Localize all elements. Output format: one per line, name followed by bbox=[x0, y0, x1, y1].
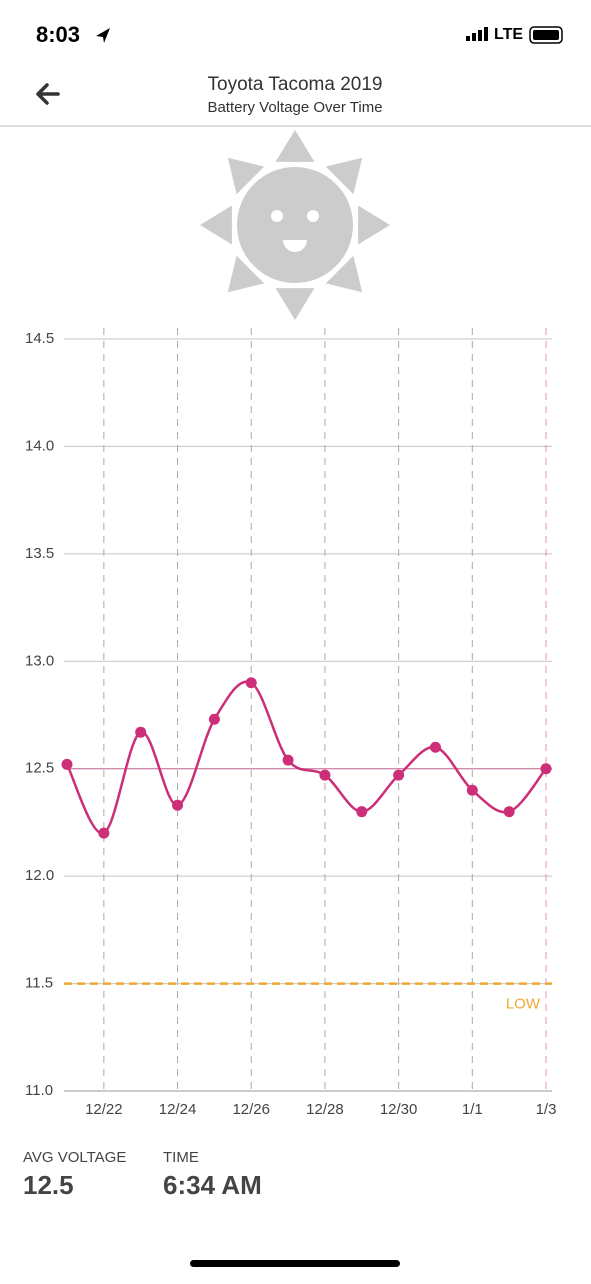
battery-icon bbox=[529, 26, 563, 44]
x-tick-label: 12/26 bbox=[232, 1101, 270, 1118]
x-tick-label: 12/28 bbox=[306, 1101, 344, 1118]
data-point bbox=[98, 827, 110, 839]
sun-icon bbox=[200, 130, 390, 320]
voltage-line bbox=[65, 680, 547, 835]
network-label: LTE bbox=[494, 26, 523, 43]
status-time: 8:03 bbox=[36, 22, 80, 47]
sun-ray bbox=[200, 205, 232, 245]
y-tick-label: 11.0 bbox=[25, 1082, 53, 1099]
avg-value: 12.5 bbox=[23, 1170, 74, 1200]
data-point bbox=[172, 799, 184, 811]
chart: 11.0 11.5 12.0 12.5 13.0 13.5 14.0 14.5 12/22 12/… bbox=[25, 328, 556, 1118]
header-title: Toyota Tacoma 2019 bbox=[208, 74, 383, 95]
x-tick-label: 12/30 bbox=[380, 1101, 418, 1118]
x-tick-label: 1/1 bbox=[462, 1101, 483, 1118]
time-value: 6:34 AM bbox=[163, 1170, 262, 1200]
data-point bbox=[208, 713, 220, 725]
sun-ray bbox=[358, 205, 390, 245]
threshold-label: LOW bbox=[506, 996, 541, 1013]
y-tick-label: 14.5 bbox=[25, 330, 54, 347]
y-tick-label: 12.5 bbox=[25, 760, 54, 777]
data-point bbox=[135, 726, 147, 738]
x-tick-label: 12/22 bbox=[85, 1101, 123, 1118]
data-point bbox=[356, 806, 368, 818]
y-tick-label: 13.5 bbox=[25, 545, 54, 562]
home-indicator bbox=[190, 1260, 400, 1267]
avg-label: AVG VOLTAGE bbox=[23, 1149, 126, 1166]
data-point bbox=[245, 677, 257, 689]
data-point bbox=[503, 806, 515, 818]
y-tick-label: 13.0 bbox=[25, 652, 54, 669]
data-point bbox=[429, 741, 441, 753]
y-tick-label: 12.0 bbox=[25, 867, 54, 884]
data-point bbox=[282, 754, 294, 766]
signal-icon bbox=[466, 27, 488, 41]
y-tick-label: 14.0 bbox=[25, 437, 54, 454]
y-tick-label: 11.5 bbox=[25, 975, 53, 992]
data-point bbox=[319, 769, 331, 781]
sun-ray bbox=[227, 255, 265, 293]
sun-ray bbox=[227, 157, 265, 195]
data-point bbox=[540, 763, 552, 775]
time-label: TIME bbox=[163, 1149, 199, 1166]
sun-ray bbox=[325, 157, 363, 195]
data-point bbox=[466, 784, 478, 796]
x-tick-label: 1/3 bbox=[536, 1101, 557, 1118]
data-point bbox=[61, 758, 73, 770]
battery-level bbox=[533, 30, 559, 40]
back-button[interactable] bbox=[36, 83, 60, 105]
location-icon bbox=[96, 28, 110, 43]
sun-ray bbox=[275, 130, 315, 162]
sun-ray bbox=[275, 288, 315, 320]
sun-ray bbox=[325, 255, 363, 293]
x-tick-label: 12/24 bbox=[159, 1101, 197, 1118]
header-subtitle: Battery Voltage Over Time bbox=[207, 99, 382, 116]
data-point bbox=[393, 769, 405, 781]
